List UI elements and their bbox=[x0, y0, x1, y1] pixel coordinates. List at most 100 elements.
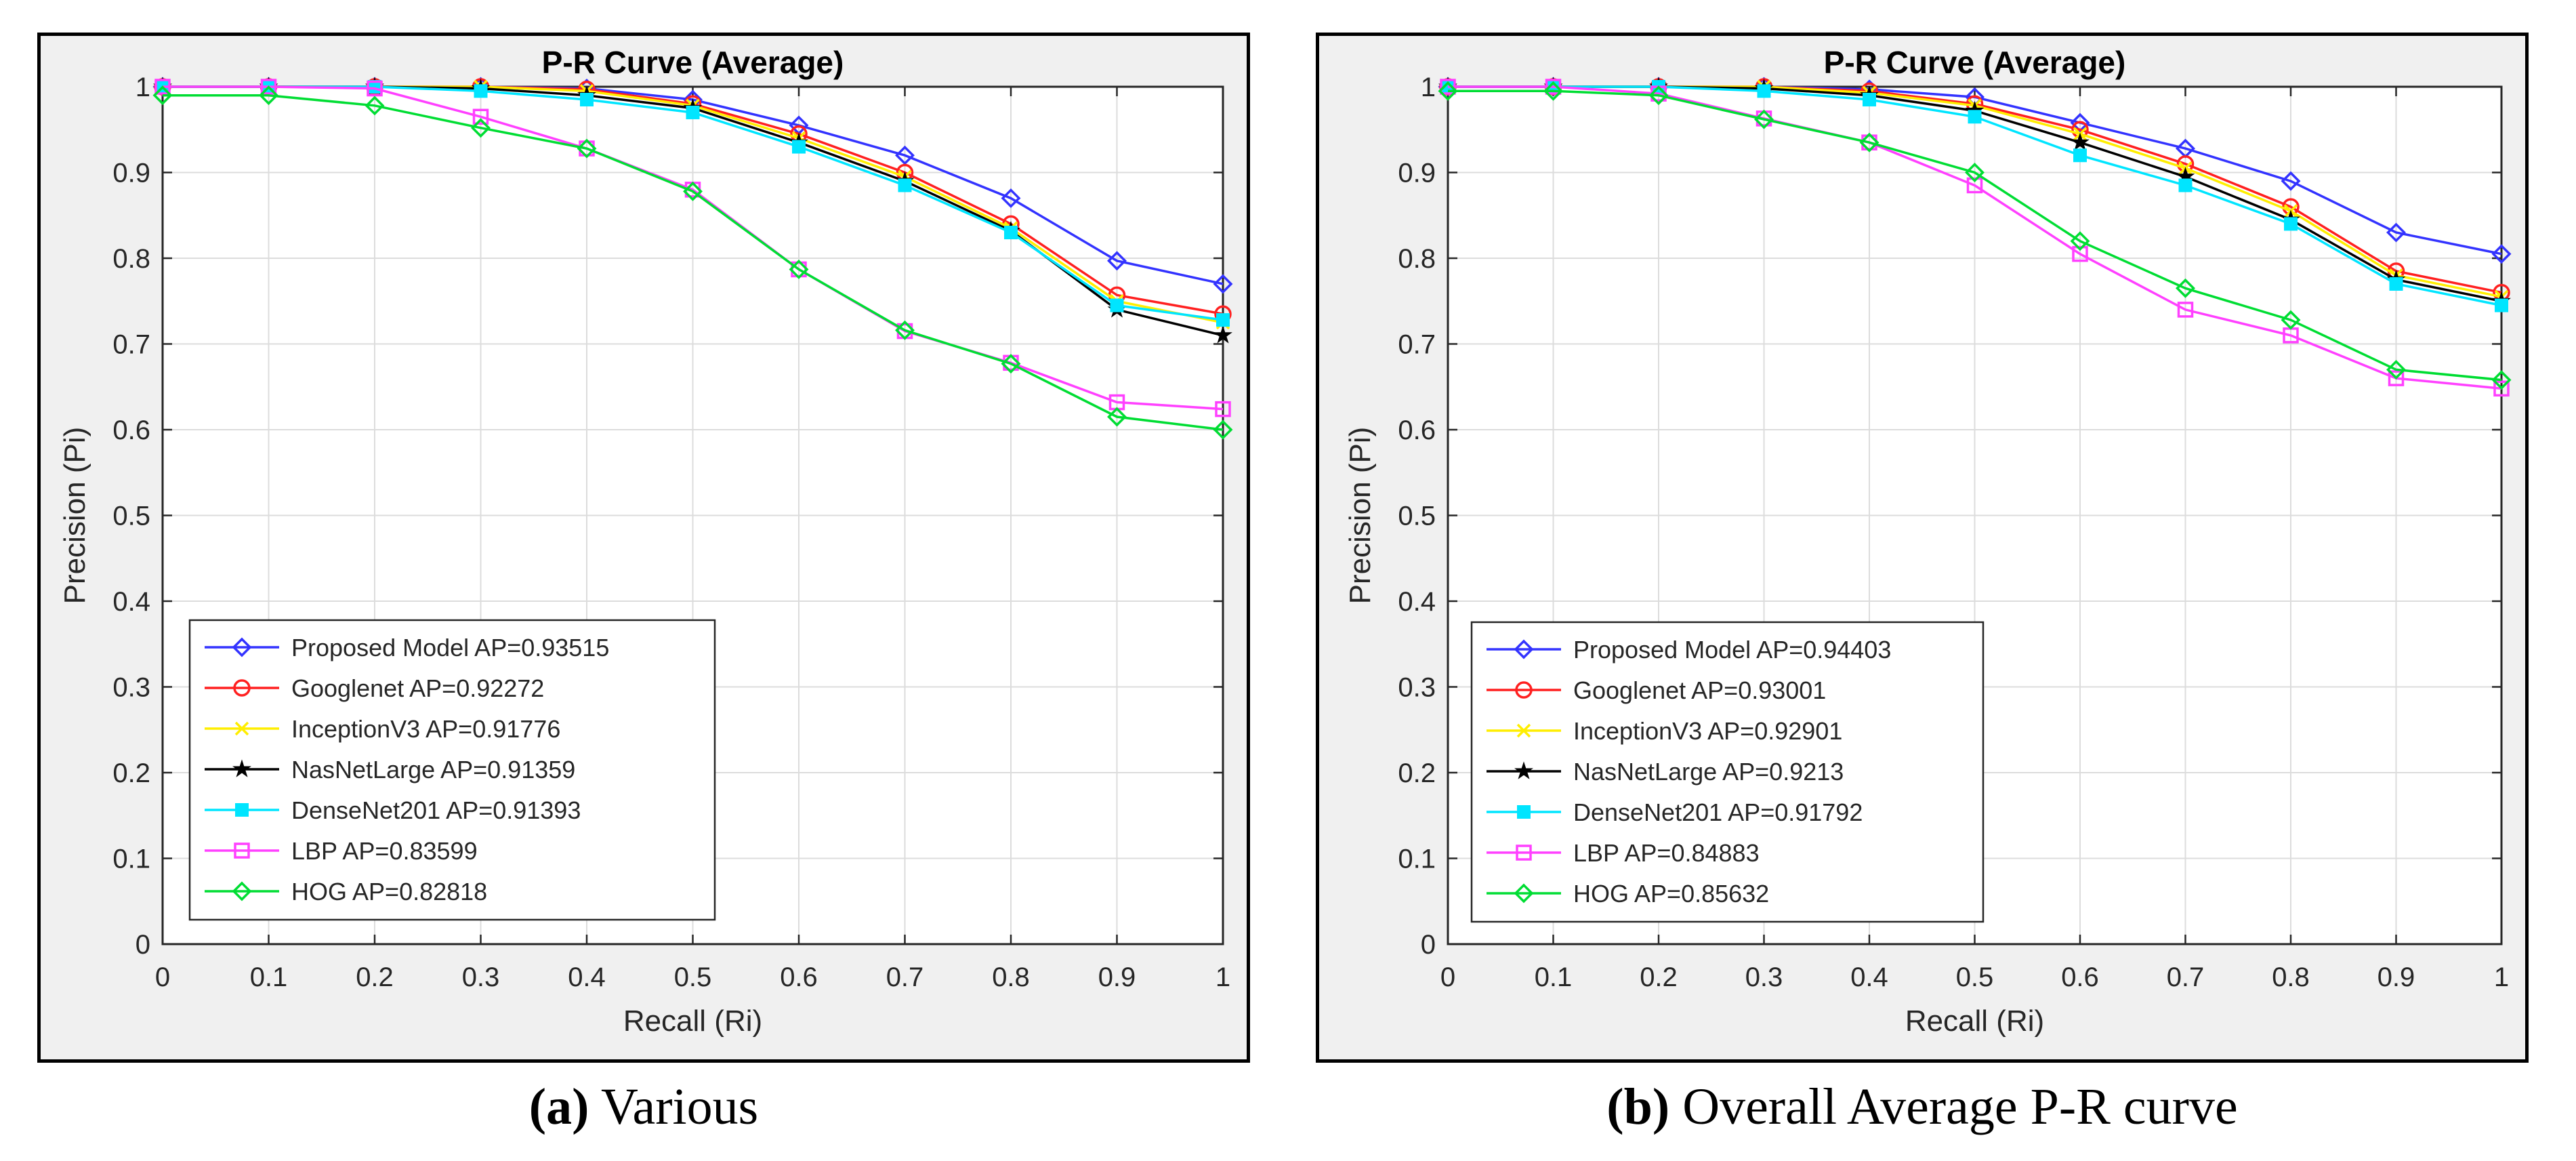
data-point bbox=[1648, 85, 1669, 106]
caption-text: Overall Average P-R curve bbox=[1682, 1078, 2238, 1135]
x-tick-label: 0.2 bbox=[356, 962, 394, 992]
y-tick-label: 0.7 bbox=[112, 330, 150, 360]
legend: Proposed Model AP=0.94403 Googlenet AP=0.… bbox=[1470, 621, 1985, 923]
x-tick-label: 0.4 bbox=[1850, 962, 1888, 992]
legend: Proposed Model AP=0.93515 Googlenet AP=0.… bbox=[188, 619, 716, 921]
legend-item: HOG AP=0.85632 bbox=[1487, 880, 1769, 908]
y-tick-label: 0.9 bbox=[112, 159, 150, 188]
y-tick-label: 0.5 bbox=[1398, 502, 1436, 531]
caption-text: Various bbox=[601, 1078, 759, 1135]
data-point bbox=[474, 84, 488, 98]
data-point bbox=[1757, 84, 1771, 98]
y-tick-label: 1 bbox=[136, 73, 150, 102]
figure-caption-a: (a) Various bbox=[37, 1078, 1250, 1137]
chart-panel-b: 0 0.1 0.2 0.3 0.4 0.5 0.6 0.7 0.8 0.9 1 0 0.1 0.2 0.3 0… bbox=[1316, 33, 2529, 1063]
legend-marker bbox=[1515, 681, 1533, 699]
y-tick-label: 0.5 bbox=[112, 502, 150, 531]
data-point bbox=[686, 105, 700, 119]
legend-item: Googlenet AP=0.93001 bbox=[1487, 676, 1826, 704]
data-point bbox=[1213, 420, 1233, 440]
data-point bbox=[154, 79, 171, 95]
x-tick-label: 0.7 bbox=[2167, 962, 2205, 992]
y-axis-label: Precision (Pi) bbox=[58, 427, 91, 605]
data-point bbox=[2177, 302, 2194, 318]
y-tick-label: 0.1 bbox=[112, 844, 150, 874]
legend-item: HOG AP=0.82818 bbox=[205, 878, 487, 905]
data-point bbox=[2176, 278, 2195, 298]
series-7 bbox=[152, 85, 1233, 440]
legend-marker bbox=[235, 803, 249, 817]
legend-label: InceptionV3 AP=0.91776 bbox=[291, 715, 560, 743]
y-tick-label: 0.4 bbox=[112, 587, 150, 617]
legend-label: DenseNet201 AP=0.91393 bbox=[291, 796, 581, 824]
legend-marker bbox=[234, 721, 249, 736]
legend-label: InceptionV3 AP=0.92901 bbox=[1573, 717, 1842, 745]
data-point bbox=[2281, 310, 2301, 330]
legend-marker bbox=[1516, 844, 1532, 861]
y-tick-label: 0.6 bbox=[1398, 415, 1436, 445]
data-point bbox=[1965, 163, 1985, 182]
data-point bbox=[1216, 313, 1230, 327]
legend-marker bbox=[232, 637, 252, 657]
data-point bbox=[895, 145, 915, 165]
data-point bbox=[792, 140, 806, 154]
data-point bbox=[152, 85, 173, 106]
legend-label: NasNetLarge AP=0.91359 bbox=[291, 756, 575, 783]
legend-label: LBP AP=0.83599 bbox=[291, 837, 478, 865]
series-line bbox=[163, 85, 1224, 411]
legend-item: Googlenet AP=0.92272 bbox=[205, 674, 544, 702]
data-point bbox=[1107, 407, 1127, 427]
data-point bbox=[1001, 354, 1021, 374]
x-tick-label: 0.9 bbox=[1098, 962, 1136, 992]
data-point bbox=[1213, 325, 1232, 344]
axis-ticks: 0 0.1 0.2 0.3 0.4 0.5 0.6 0.7 0.8 0.9 1 0 0.1 0.2 0.3 0… bbox=[1398, 73, 2509, 992]
data-point bbox=[1213, 274, 1233, 294]
y-axis-label: Precision (Pi) bbox=[1344, 427, 1377, 605]
data-point bbox=[2386, 222, 2406, 243]
y-tick-label: 0.8 bbox=[1398, 244, 1436, 274]
legend-label: HOG AP=0.85632 bbox=[1573, 880, 1769, 908]
x-tick-label: 0.9 bbox=[2377, 962, 2415, 992]
data-point bbox=[2493, 380, 2510, 397]
series-7 bbox=[1438, 81, 2512, 390]
data-point bbox=[472, 108, 489, 125]
x-tick-label: 0.1 bbox=[1535, 962, 1573, 992]
y-tick-label: 0 bbox=[1421, 930, 1436, 960]
legend-marker bbox=[234, 842, 250, 859]
x-tick-label: 0.6 bbox=[2061, 962, 2099, 992]
pr-curve-chart-b: 0 0.1 0.2 0.3 0.4 0.5 0.6 0.7 0.8 0.9 1 0 0.1 0.2 0.3 0… bbox=[1344, 45, 2512, 1038]
legend-label: NasNetLarge AP=0.9213 bbox=[1573, 758, 1844, 786]
data-point bbox=[1215, 401, 1231, 417]
legend-marker bbox=[1514, 761, 1533, 779]
y-tick-label: 0.7 bbox=[1398, 330, 1436, 360]
y-tick-label: 0.8 bbox=[112, 244, 150, 274]
series-line bbox=[1448, 89, 2502, 382]
x-tick-label: 1 bbox=[2494, 962, 2509, 992]
x-tick-label: 0.8 bbox=[992, 962, 1030, 992]
legend-marker bbox=[232, 881, 252, 901]
legend-marker bbox=[232, 759, 251, 777]
y-tick-label: 0 bbox=[136, 930, 150, 960]
x-tick-label: 0.3 bbox=[1745, 962, 1783, 992]
x-tick-label: 0.4 bbox=[568, 962, 606, 992]
data-point bbox=[2386, 359, 2406, 380]
data-point bbox=[1859, 132, 1879, 152]
series-line bbox=[163, 94, 1224, 431]
y-tick-label: 0.1 bbox=[1398, 844, 1436, 874]
axis-ticks: 0 0.1 0.2 0.3 0.4 0.5 0.6 0.7 0.8 0.9 1 0 0.1 0.2 0.3 0… bbox=[112, 73, 1230, 992]
series-line bbox=[1448, 85, 2502, 390]
x-tick-label: 0.8 bbox=[2272, 962, 2310, 992]
data-point bbox=[1863, 92, 1876, 106]
data-point bbox=[1440, 79, 1456, 95]
data-point bbox=[471, 118, 491, 138]
legend-label: DenseNet201 AP=0.91792 bbox=[1573, 798, 1863, 826]
x-tick-label: 1 bbox=[1216, 962, 1230, 992]
data-point bbox=[2491, 370, 2512, 390]
y-tick-label: 0.6 bbox=[112, 415, 150, 445]
legend-item: InceptionV3 AP=0.91776 bbox=[205, 715, 560, 743]
data-point bbox=[580, 92, 594, 106]
data-point bbox=[2388, 370, 2405, 386]
data-point bbox=[365, 96, 385, 116]
pr-curve-chart-a: 0 0.1 0.2 0.3 0.4 0.5 0.6 0.7 0.8 0.9 1 0 0.1 0.2 0.3 0… bbox=[58, 45, 1233, 1038]
legend-label: Proposed Model AP=0.94403 bbox=[1573, 636, 1891, 664]
